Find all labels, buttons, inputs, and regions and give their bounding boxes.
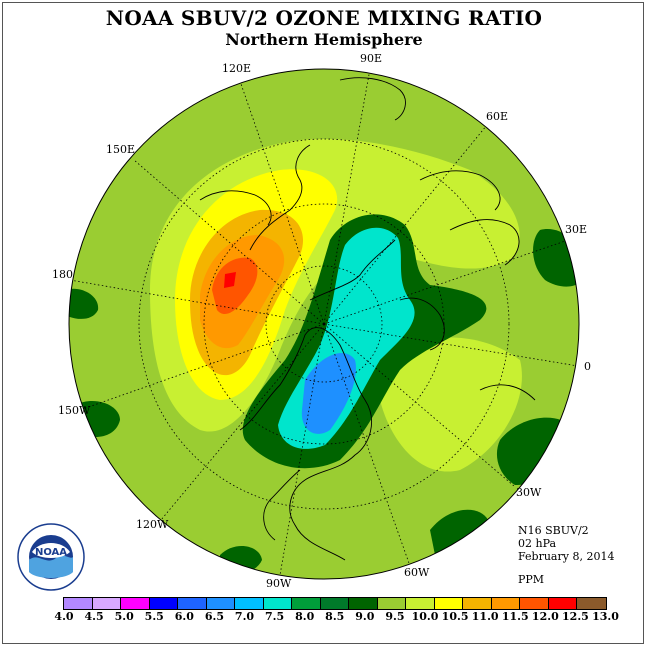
lon-label-150e: 150E [106, 143, 136, 156]
colorbar-segment [206, 598, 235, 609]
colorbar-tick-label: 10.5 [441, 610, 469, 623]
units-label: PPM [518, 573, 545, 586]
colorbar-tick-label: 12.5 [562, 610, 589, 623]
lon-label-150w: 150W [58, 404, 91, 417]
colorbar-tick-label: 5.5 [144, 610, 164, 623]
colorbar-segment [121, 598, 150, 609]
colorbar-tick-label: 5.0 [114, 610, 134, 623]
field-red [224, 272, 236, 288]
colorbar-segment [406, 598, 435, 609]
colorbar-tick-label: 6.5 [204, 610, 224, 623]
lon-label-30e: 30E [565, 223, 588, 236]
lon-label-120w: 120W [136, 518, 169, 531]
colorbar-segment [292, 598, 321, 609]
noaa-logo: NOAA [17, 523, 85, 591]
graticule [69, 69, 579, 576]
colorbar-tick-label: 9.0 [355, 610, 375, 623]
colorbar-tick-label: 8.5 [325, 610, 345, 623]
lon-label-0: 0 [584, 360, 591, 373]
colorbar-segment [577, 598, 606, 609]
colorbar-segment [64, 598, 93, 609]
colorbar-segment [263, 598, 292, 609]
field-red-orange [212, 257, 258, 315]
colorbar-tick-label: 10.0 [411, 610, 439, 623]
colorbar-tick-label: 8.0 [295, 610, 315, 623]
colorbar-segment [520, 598, 549, 609]
logo-text: NOAA [35, 547, 67, 558]
page-subtitle: Northern Hemisphere [225, 30, 423, 49]
lon-label-120e: 120E [222, 62, 252, 75]
lon-label-90e: 90E [360, 52, 383, 65]
lon-label-30w: 30W [516, 486, 542, 499]
colorbar-segment [349, 598, 378, 609]
field-pale-east [380, 337, 522, 472]
colorbar-segment [178, 598, 207, 609]
colorbar-segment [149, 598, 178, 609]
colorbar-segment [434, 598, 463, 609]
lon-label-90w: 90W [266, 577, 292, 590]
map-boundary [68, 68, 580, 580]
colorbar-tick-label: 7.0 [234, 610, 255, 623]
colorbar-segment [463, 598, 492, 609]
colorbar-ticks: 4.0 4.5 5.0 5.5 6.0 6.5 7.0 7.5 8.0 8.5 9.0 9.5 10.0… [0, 610, 648, 624]
colorbar-tick-label: 11.5 [501, 610, 529, 623]
colorbar-segment [92, 598, 121, 609]
lon-label-60w: 60W [404, 566, 430, 579]
colorbar-tick-label: 4.0 [54, 610, 74, 623]
lon-label-60e: 60E [486, 110, 509, 123]
colorbar-tick-label: 9.5 [385, 610, 405, 623]
colorbar [63, 597, 607, 610]
colorbar-segment [235, 598, 264, 609]
ozone-field [69, 69, 579, 579]
colorbar-tick-label: 4.5 [84, 610, 104, 623]
date-label: February 8, 2014 [518, 550, 615, 563]
colorbar-tick-label: 12.0 [531, 610, 559, 623]
colorbar-segment [491, 598, 520, 609]
field-blue [301, 352, 356, 434]
lon-label-180: 180 [52, 268, 73, 281]
colorbar-tick-label: 7.5 [265, 610, 285, 623]
instrument-label: N16 SBUV/2 [518, 524, 589, 537]
page-title: NOAA SBUV/2 OZONE MIXING RATIO [105, 6, 543, 30]
colorbar-tick-label: 11.0 [471, 610, 499, 623]
colorbar-tick-label: 6.0 [174, 610, 194, 623]
colorbar-tick-label: 13.0 [592, 610, 619, 623]
colorbar-segment [548, 598, 577, 609]
level-label: 02 hPa [518, 537, 557, 550]
patch-west [69, 288, 99, 319]
colorbar-segment [377, 598, 406, 609]
coastlines [199, 77, 536, 561]
colorbar-segment [320, 598, 349, 609]
